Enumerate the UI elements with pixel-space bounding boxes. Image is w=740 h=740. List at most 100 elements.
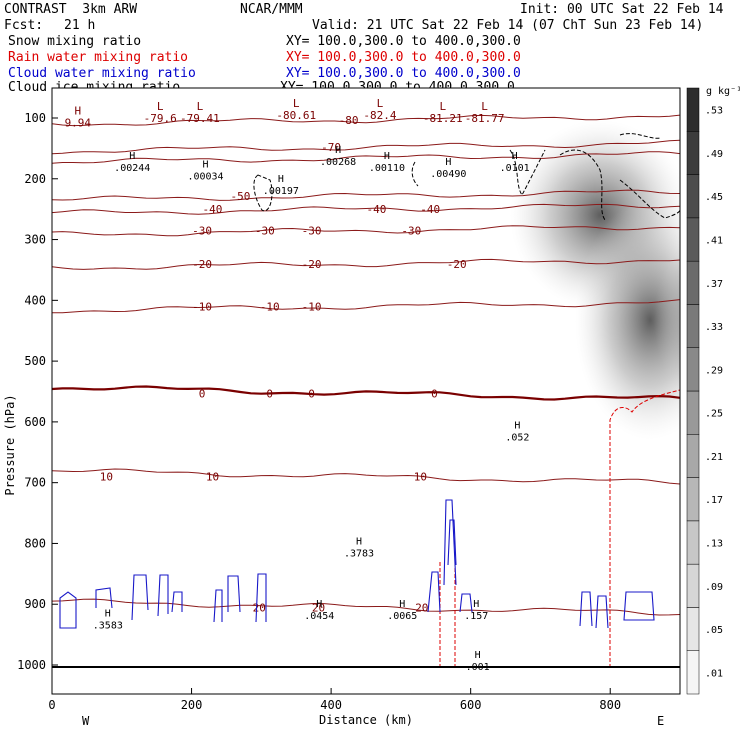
- extremum-marker: L: [293, 97, 300, 110]
- cw-1: [59, 591, 77, 629]
- x-tick-label-800: 800: [599, 698, 621, 712]
- colorbar-label: .17: [705, 495, 723, 506]
- colorbar-label: .21: [705, 452, 723, 463]
- colorbar-label: .49: [705, 149, 723, 160]
- extremum-value: -82.4: [363, 109, 396, 122]
- extremum-value: -79.41: [180, 112, 220, 125]
- isotherm--50: [52, 189, 680, 201]
- extremum-marker: L: [439, 100, 446, 113]
- isotherm-label-10: 10: [206, 471, 219, 484]
- maximum-value: .00244: [114, 163, 150, 174]
- isotherm-label-20: 20: [253, 601, 266, 614]
- cw-14: [595, 595, 609, 629]
- isotherm-label--30: -30: [302, 224, 322, 237]
- isotherm--40: [52, 203, 680, 215]
- colorbar-label: .45: [705, 192, 723, 203]
- isotherm-0: [52, 385, 680, 401]
- extremum-value: -81.77: [465, 112, 505, 125]
- maximum-marker: H: [514, 420, 520, 431]
- isotherm-label--10: -10: [302, 300, 322, 313]
- maximum-value: .00268: [320, 157, 356, 168]
- colorbar-label: .41: [705, 236, 723, 247]
- cw-4: [157, 574, 169, 617]
- y-tick-label-700: 700: [24, 476, 46, 490]
- y-tick-label-1000: 1000: [17, 658, 46, 672]
- y-tick-label-500: 500: [24, 354, 46, 368]
- colorbar-label: .53: [705, 106, 723, 117]
- extremum-marker: L: [157, 100, 164, 113]
- field-xy-cloud-water: XY= 100.0,300.0 to 400.0,300.0: [286, 66, 521, 81]
- extremum-value: -80.61: [276, 109, 316, 122]
- colorbar-swatch: [686, 87, 700, 132]
- field-xy-snow: XY= 100.0,300.0 to 400.0,300.0: [286, 34, 521, 49]
- maximum-value: .157: [464, 611, 488, 622]
- ice-contour-6: [619, 133, 661, 139]
- cw-12: [459, 593, 473, 613]
- extremum-marker: H: [75, 105, 82, 118]
- rain-contour-2: [439, 560, 456, 668]
- x-tick-label-0: 0: [48, 698, 55, 712]
- maximum-marker: H: [278, 174, 284, 185]
- colorbar-swatch: [686, 174, 700, 219]
- isotherm-20: [52, 598, 680, 616]
- isotherm-label--20: -20: [302, 258, 322, 271]
- extremum-value: -79.6: [144, 112, 177, 125]
- snow-region-core: [630, 241, 680, 399]
- colorbar-swatch: [686, 304, 700, 348]
- extremum-value: 9.94: [65, 117, 92, 130]
- cw-15: [623, 591, 655, 621]
- model-title: CONTRAST 3km ARW: [4, 2, 138, 17]
- isotherm--10: [52, 299, 680, 314]
- isotherm--30: [52, 225, 680, 237]
- colorbar-swatch: [686, 260, 700, 305]
- extremum-value: -81.21: [423, 112, 463, 125]
- cw-7: [227, 575, 241, 613]
- isotherm-label--40: -40: [203, 203, 223, 216]
- colorbar-unit: g kg⁻¹: [706, 86, 740, 97]
- ice-contour-2: [411, 161, 419, 187]
- y-tick-label-100: 100: [24, 111, 46, 125]
- maximum-marker: H: [356, 536, 362, 547]
- isotherm-label--30: -30: [192, 224, 212, 237]
- isotherm--60: [52, 151, 680, 164]
- field-name-snow: Snow mixing ratio: [8, 34, 142, 49]
- rain-contours: [439, 389, 680, 668]
- cw-6: [213, 589, 223, 623]
- colorbar-swatch: [686, 131, 700, 175]
- colorbar-label: .13: [705, 539, 723, 550]
- isotherm-label--10: -10: [260, 300, 280, 313]
- colorbar-swatch: [686, 607, 700, 651]
- isotherm-10: [52, 468, 680, 485]
- y-tick-label-400: 400: [24, 293, 46, 307]
- cw-8: [255, 573, 267, 623]
- cw-9: [427, 571, 441, 613]
- isotherm-label--10: -10: [192, 300, 212, 313]
- colorbar-swatch: [686, 390, 700, 435]
- isotherm-label-0: 0: [308, 387, 315, 400]
- fcst-label: Fcst:: [4, 18, 44, 33]
- isotherm-label-20: 20: [312, 601, 325, 614]
- y-tick-label-200: 200: [24, 172, 46, 186]
- ice-contour-4: [559, 149, 606, 221]
- isotherm--20: [52, 258, 680, 270]
- snow-shading: [510, 120, 680, 440]
- isotherm-label--70: -70: [321, 141, 341, 154]
- maximum-value: .0101: [500, 163, 530, 174]
- isotherm-label--80: -80: [339, 114, 359, 127]
- colorbar-label: .09: [705, 582, 723, 593]
- isotherm--70: [52, 139, 680, 155]
- maximum-marker: H: [512, 151, 518, 162]
- colorbar-swatch: [686, 217, 700, 262]
- east-label: E: [657, 714, 664, 728]
- maximum-value: .0454: [304, 611, 334, 622]
- fcst-value: 21 h: [64, 18, 96, 33]
- ice-contour-5: [619, 179, 680, 219]
- colorbar-label: .29: [705, 365, 723, 376]
- maximum-value: .00490: [430, 169, 466, 180]
- y-tick-label-800: 800: [24, 536, 46, 550]
- maximum-marker: H: [316, 599, 322, 610]
- y-axis-label: Pressure (hPa): [3, 394, 17, 495]
- isotherm-label--40: -40: [367, 203, 387, 216]
- field-name-rain: Rain water mixing ratio: [8, 50, 189, 65]
- maximum-value: .0065: [387, 611, 417, 622]
